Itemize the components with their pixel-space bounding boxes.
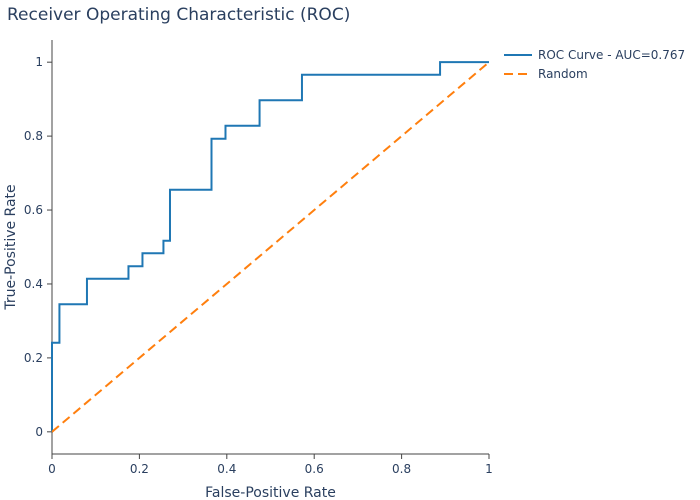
legend-item[interactable]: Random bbox=[504, 67, 588, 81]
x-tick-label: 0 bbox=[48, 462, 56, 476]
x-tick-label: 0.2 bbox=[130, 462, 149, 476]
random-baseline-line[interactable] bbox=[51, 61, 490, 433]
legend-label: ROC Curve - AUC=0.767 bbox=[538, 48, 685, 62]
legend-label: Random bbox=[538, 67, 588, 81]
y-tick-label: 1 bbox=[35, 55, 43, 69]
x-ticks: 0 0.2 0.4 0.6 0.8 1 bbox=[48, 454, 493, 476]
chart-title: Receiver Operating Characteristic (ROC) bbox=[7, 5, 350, 25]
x-axis-title: False-Positive Rate bbox=[205, 485, 336, 500]
legend[interactable]: ROC Curve - AUC=0.767 Random bbox=[504, 48, 685, 81]
x-tick-label: 0.6 bbox=[305, 462, 324, 476]
x-tick-label: 0.8 bbox=[392, 462, 411, 476]
y-tick-label: 0.2 bbox=[24, 351, 43, 365]
axes: 0 0.2 0.4 0.6 0.8 1 0 0.2 0.4 0.6 0.8 1 bbox=[24, 40, 493, 476]
legend-item[interactable]: ROC Curve - AUC=0.767 bbox=[504, 48, 685, 62]
roc-curve-line[interactable] bbox=[51, 61, 489, 432]
y-ticks: 0 0.2 0.4 0.6 0.8 1 bbox=[24, 55, 52, 439]
x-tick-label: 1 bbox=[485, 462, 493, 476]
x-tick-label: 0.4 bbox=[217, 462, 236, 476]
y-tick-label: 0.8 bbox=[24, 129, 43, 143]
y-tick-label: 0 bbox=[35, 425, 43, 439]
y-tick-label: 0.6 bbox=[24, 203, 43, 217]
y-axis-title: True-Positive Rate bbox=[3, 184, 19, 310]
y-tick-label: 0.4 bbox=[24, 277, 43, 291]
plot-series bbox=[51, 61, 490, 433]
